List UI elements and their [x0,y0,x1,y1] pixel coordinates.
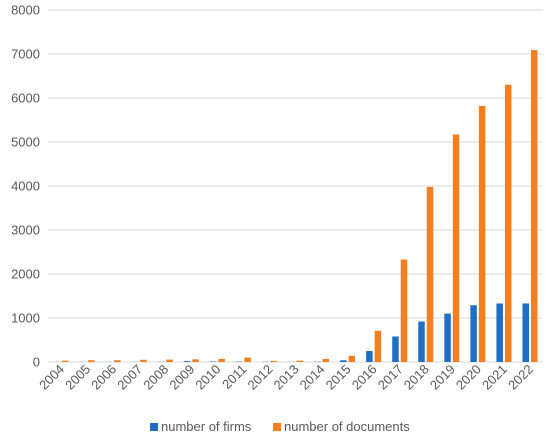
y-tick-label: 6000 [11,91,40,106]
x-tick-label: 2011 [219,362,249,392]
x-tick-label: 2010 [192,362,223,393]
x-tick-label: 2009 [166,362,197,393]
x-tick-label: 2013 [271,362,302,393]
y-tick-label: 0 [33,355,40,370]
bars [53,50,538,363]
bar-documents-2004 [62,360,69,362]
bar-firms-2019 [444,313,451,362]
x-tick-label: 2015 [323,362,354,393]
bar-documents-2017 [400,259,408,362]
y-tick-label: 4000 [11,179,40,194]
bar-documents-2018 [426,186,434,362]
bar-firms-2017 [392,336,399,362]
bar-documents-2020 [478,105,486,363]
x-tick-label: 2021 [479,362,510,393]
bar-firms-2016 [366,351,373,362]
x-tick-label: 2004 [36,362,67,393]
x-tick-label: 2022 [505,362,536,393]
bar-documents-2007 [140,359,147,362]
bar-firms-2020 [470,305,477,362]
x-tick-label: 2020 [453,362,484,393]
bar-firms-2022 [522,303,529,362]
bar-firms-2021 [496,303,503,362]
x-tick-label: 2006 [88,362,119,393]
bar-documents-2005 [88,360,95,362]
bar-documents-2021 [504,84,512,363]
x-tick-label: 2014 [297,362,328,393]
bar-documents-2011 [244,357,251,362]
x-axis: 2004200520062007200820092010201120122013… [36,362,536,393]
y-tick-label: 3000 [11,223,40,238]
x-tick-label: 2012 [245,362,276,393]
y-tick-label: 8000 [11,3,40,18]
bar-documents-2013 [296,360,303,362]
bar-firms-2015 [340,360,347,362]
y-axis: 0 1000 2000 3000 4000 5000 6000 7000 8000 [11,3,40,370]
y-tick-label: 7000 [11,47,40,62]
gridlines [48,9,543,363]
legend: number of firms number of documents [150,419,410,434]
x-tick-label: 2019 [427,362,458,393]
x-tick-label: 2017 [375,362,406,393]
bar-documents-2014 [322,358,330,362]
bar-documents-2010 [218,358,225,362]
bar-firms-2009 [183,361,191,362]
legend-label-documents: number of documents [284,419,410,434]
bar-documents-2015 [348,355,356,362]
legend-swatch-documents [273,423,281,431]
bar-documents-2008 [166,359,173,362]
bar-firms-2018 [418,321,425,362]
x-tick-label: 2007 [114,362,145,393]
bar-documents-2006 [114,360,121,362]
x-tick-label: 2005 [62,362,93,393]
x-tick-label: 2008 [140,362,171,393]
bar-documents-2009 [192,359,199,362]
y-tick-label: 5000 [11,135,40,150]
y-tick-label: 1000 [11,311,40,326]
x-tick-label: 2016 [349,362,380,393]
bar-documents-2022 [530,50,538,362]
y-tick-label: 2000 [11,267,40,282]
legend-label-firms: number of firms [161,419,252,434]
bar-documents-2019 [452,134,460,362]
bar-documents-2012 [270,360,277,362]
x-tick-label: 2018 [401,362,432,393]
bar-documents-2016 [374,330,382,362]
legend-swatch-firms [150,423,158,431]
